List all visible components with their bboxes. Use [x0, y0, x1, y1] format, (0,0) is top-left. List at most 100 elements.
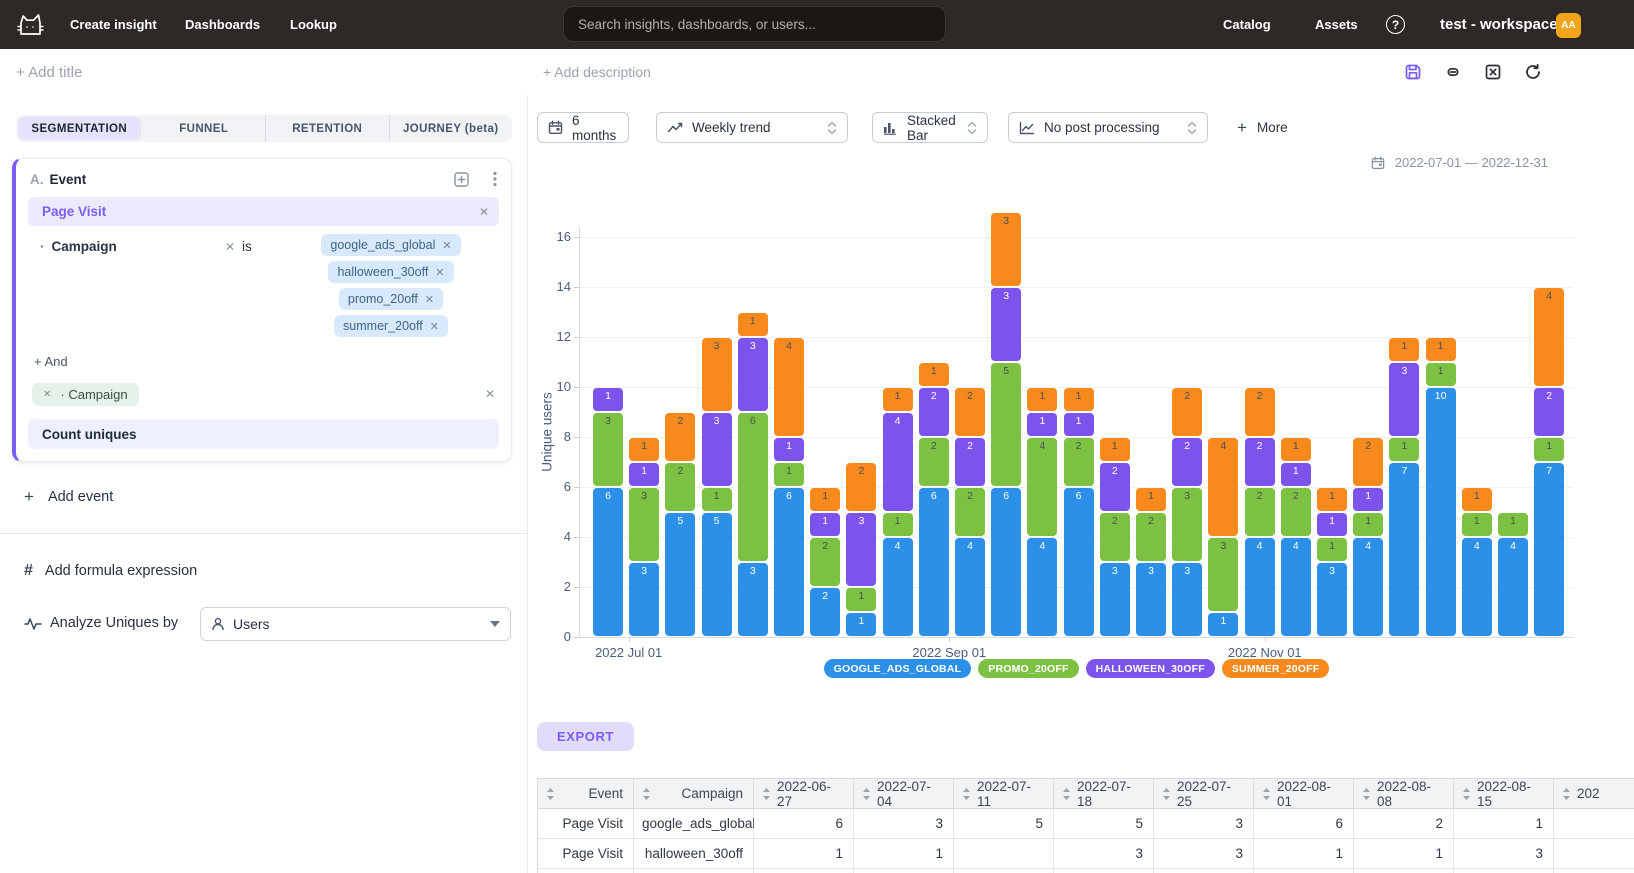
- bar-segment[interactable]: 3: [991, 288, 1021, 361]
- bar-segment[interactable]: 2: [1281, 488, 1311, 536]
- filter-value-tag[interactable]: halloween_30off✕: [328, 261, 453, 283]
- save-icon[interactable]: [1403, 62, 1423, 82]
- bar-segment[interactable]: 4: [1353, 538, 1383, 636]
- bar-segment[interactable]: 5: [665, 513, 695, 636]
- bar-segment[interactable]: 1: [883, 513, 913, 536]
- bar-segment[interactable]: 5: [991, 363, 1021, 486]
- aggregation-row[interactable]: Count uniques: [28, 419, 499, 449]
- bar-segment[interactable]: 1: [846, 613, 876, 636]
- bar-segment[interactable]: 6: [774, 488, 804, 636]
- bar-segment[interactable]: 1: [774, 463, 804, 486]
- remove-value-icon[interactable]: ✕: [430, 320, 439, 333]
- bar-segment[interactable]: 2: [1534, 388, 1564, 436]
- bar-segment[interactable]: 3: [738, 338, 768, 411]
- bar-segment[interactable]: 3: [702, 413, 732, 486]
- bar-segment[interactable]: 4: [774, 338, 804, 436]
- tab-segmentation[interactable]: SEGMENTATION: [18, 117, 141, 140]
- bar-segment[interactable]: 3: [702, 338, 732, 411]
- legend-item[interactable]: SUMMER_20OFF: [1222, 659, 1330, 678]
- bar-segment[interactable]: 2: [1172, 388, 1202, 436]
- nav-catalog[interactable]: Catalog: [1223, 0, 1271, 49]
- bar-segment[interactable]: 2: [1353, 438, 1383, 486]
- bar-segment[interactable]: 4: [1281, 538, 1311, 636]
- bar-segment[interactable]: 1: [1426, 363, 1456, 386]
- bar-segment[interactable]: 10: [1426, 388, 1456, 636]
- nav-create-insight[interactable]: Create insight: [70, 0, 157, 49]
- bar-segment[interactable]: 6: [1064, 488, 1094, 636]
- bar-segment[interactable]: 2: [919, 388, 949, 436]
- bar-segment[interactable]: 1: [1353, 513, 1383, 536]
- bar-segment[interactable]: 2: [1064, 438, 1094, 486]
- table-header-cell[interactable]: Campaign: [634, 779, 754, 809]
- bar-segment[interactable]: 3: [1136, 563, 1166, 636]
- nav-assets[interactable]: Assets: [1315, 0, 1358, 49]
- bar-segment[interactable]: 1: [1534, 438, 1564, 461]
- table-header-cell[interactable]: 2022-08-01: [1254, 779, 1354, 809]
- table-header-cell[interactable]: 2022-07-25: [1154, 779, 1254, 809]
- legend-item[interactable]: GOOGLE_ADS_GLOBAL: [824, 659, 972, 678]
- bar-segment[interactable]: 2: [1245, 388, 1275, 436]
- bar-segment[interactable]: 1: [1064, 388, 1094, 411]
- bar-segment[interactable]: 2: [919, 438, 949, 486]
- table-header-cell[interactable]: 202: [1554, 779, 1634, 809]
- filter-property[interactable]: ·Campaign: [40, 239, 117, 254]
- table-header-cell[interactable]: 2022-07-04: [854, 779, 954, 809]
- remove-value-icon[interactable]: ✕: [425, 293, 434, 306]
- remove-breakdown-icon[interactable]: ✕: [43, 389, 51, 400]
- bar-segment[interactable]: 4: [883, 413, 913, 511]
- bar-segment[interactable]: 2: [810, 538, 840, 586]
- bar-segment[interactable]: 6: [738, 413, 768, 561]
- remove-filter-icon[interactable]: ✕: [225, 240, 235, 254]
- bar-segment[interactable]: 1: [883, 388, 913, 411]
- bar-segment[interactable]: 4: [883, 538, 913, 636]
- bar-segment[interactable]: 4: [1027, 538, 1057, 636]
- legend-item[interactable]: HALLOWEEN_30OFF: [1086, 659, 1215, 678]
- table-header-cell[interactable]: 2022-07-11: [954, 779, 1054, 809]
- bar-segment[interactable]: 1: [1136, 488, 1166, 511]
- bar-segment[interactable]: 4: [1534, 288, 1564, 386]
- remove-value-icon[interactable]: ✕: [435, 266, 444, 279]
- breakdown-pill[interactable]: ✕ · Campaign: [32, 383, 139, 406]
- bar-segment[interactable]: 3: [629, 563, 659, 636]
- bar-segment[interactable]: 2: [955, 488, 985, 536]
- bar-segment[interactable]: 6: [593, 488, 623, 636]
- filter-value-tag[interactable]: summer_20off✕: [334, 315, 448, 337]
- bar-segment[interactable]: 1: [774, 438, 804, 461]
- table-header-cell[interactable]: Event: [538, 779, 634, 809]
- bar-segment[interactable]: 3: [1172, 563, 1202, 636]
- bar-segment[interactable]: 3: [1100, 563, 1130, 636]
- bar-segment[interactable]: 4: [955, 538, 985, 636]
- bar-segment[interactable]: 3: [991, 213, 1021, 286]
- add-formula-button[interactable]: # Add formula expression: [24, 562, 197, 580]
- bar-segment[interactable]: 1: [1389, 338, 1419, 361]
- bar-segment[interactable]: 1: [1317, 513, 1347, 536]
- bar-segment[interactable]: 1: [629, 438, 659, 461]
- bar-segment[interactable]: 2: [1172, 438, 1202, 486]
- add-title-field[interactable]: + Add title: [16, 49, 82, 95]
- bar-segment[interactable]: 3: [738, 563, 768, 636]
- bar-segment[interactable]: 3: [1389, 363, 1419, 436]
- bar-segment[interactable]: 2: [1245, 488, 1275, 536]
- legend-item[interactable]: PROMO_20OFF: [978, 659, 1078, 678]
- bar-segment[interactable]: 1: [1317, 488, 1347, 511]
- table-header-cell[interactable]: 2022-06-27: [754, 779, 854, 809]
- analyze-entity-select[interactable]: Users: [200, 607, 511, 641]
- bar-segment[interactable]: 6: [991, 488, 1021, 636]
- bar-segment[interactable]: 1: [1100, 438, 1130, 461]
- bar-segment[interactable]: 1: [1281, 463, 1311, 486]
- global-search-input[interactable]: [563, 6, 946, 42]
- bar-segment[interactable]: 1: [1426, 338, 1456, 361]
- bar-segment[interactable]: 2: [665, 413, 695, 461]
- bar-segment[interactable]: 6: [919, 488, 949, 636]
- bar-segment[interactable]: 3: [846, 513, 876, 586]
- bar-segment[interactable]: 2: [1100, 513, 1130, 561]
- bar-segment[interactable]: 7: [1389, 463, 1419, 636]
- add-description-field[interactable]: + Add description: [543, 49, 651, 95]
- bar-segment[interactable]: 1: [1498, 513, 1528, 536]
- bar-segment[interactable]: 3: [1172, 488, 1202, 561]
- clear-breakdown-icon[interactable]: ✕: [485, 387, 495, 401]
- bar-segment[interactable]: 7: [1534, 463, 1564, 636]
- bar-segment[interactable]: 5: [702, 513, 732, 636]
- filter-value-tag[interactable]: promo_20off✕: [339, 288, 443, 310]
- bar-segment[interactable]: 2: [665, 463, 695, 511]
